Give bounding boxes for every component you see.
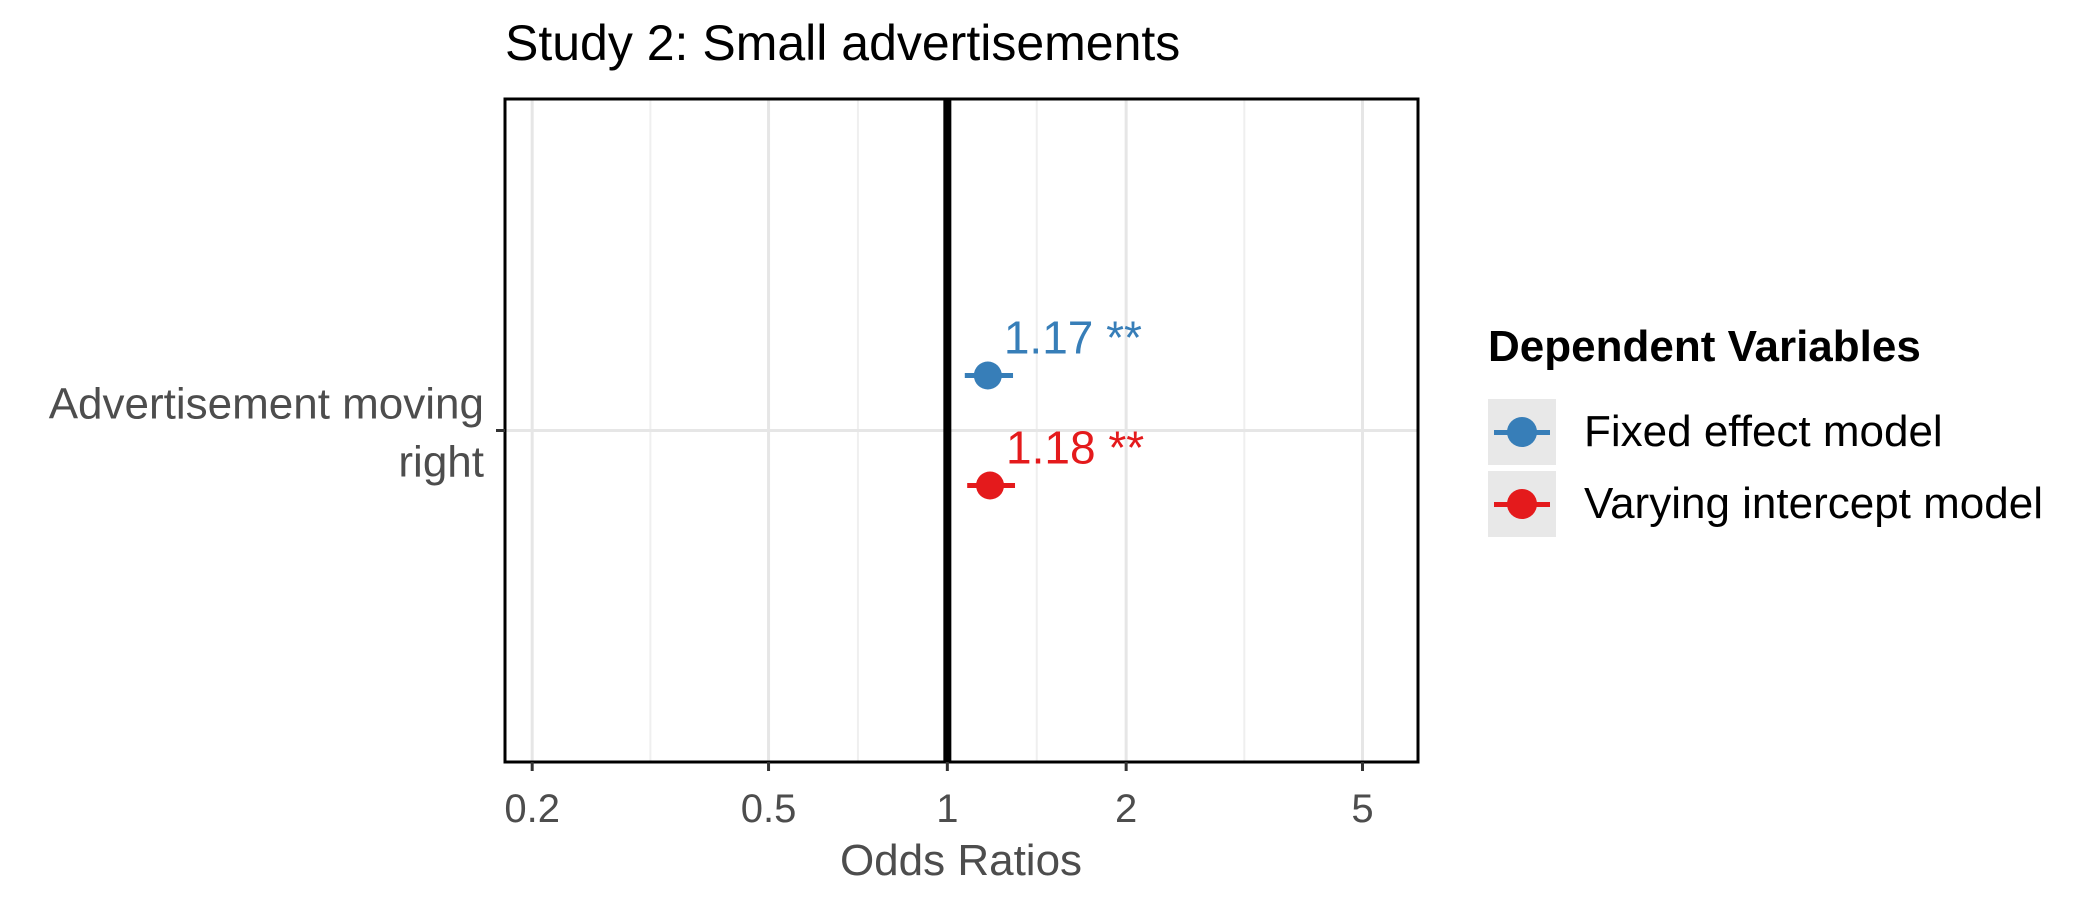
y-category-label-line: Advertisement moving (49, 380, 484, 429)
legend-key-varying-intercept (1488, 471, 1556, 537)
point-estimate (973, 361, 1002, 390)
legend-label-fixed-effect: Fixed effect model (1584, 407, 1943, 456)
chart-title: Study 2: Small advertisements (505, 15, 1180, 71)
x-tick-label: 0.2 (504, 787, 560, 831)
legend: Dependent Variables Fixed effect model V… (1488, 322, 2043, 540)
x-tick-label: 2 (1115, 787, 1137, 831)
legend-key-fixed-effect (1488, 399, 1556, 465)
estimate-label: 1.17 ** (1004, 312, 1142, 364)
estimates: 1.17 ** 1.18 ** (964, 312, 1144, 500)
estimate-label: 1.18 ** (1006, 422, 1144, 474)
x-tick-label: 1 (936, 787, 958, 831)
legend-key-dot (1507, 417, 1537, 447)
y-axis-labels: Advertisement moving right (49, 380, 484, 487)
x-tick-label: 0.5 (741, 787, 797, 831)
grid-lines (505, 99, 1418, 762)
legend-item-fixed-effect: Fixed effect model (1488, 396, 2043, 468)
legend-key-dot (1507, 489, 1537, 519)
legend-title: Dependent Variables (1488, 322, 1921, 371)
legend-label-varying-intercept: Varying intercept model (1584, 479, 2043, 528)
y-category-label-line: right (398, 438, 484, 487)
point-estimate (976, 471, 1005, 500)
legend-item-varying-intercept: Varying intercept model (1488, 468, 2043, 540)
x-axis-title: Odds Ratios (840, 836, 1082, 885)
x-tick-label: 5 (1351, 787, 1373, 831)
axis-group: 0.2 0.5 1 2 5 (496, 429, 1374, 831)
